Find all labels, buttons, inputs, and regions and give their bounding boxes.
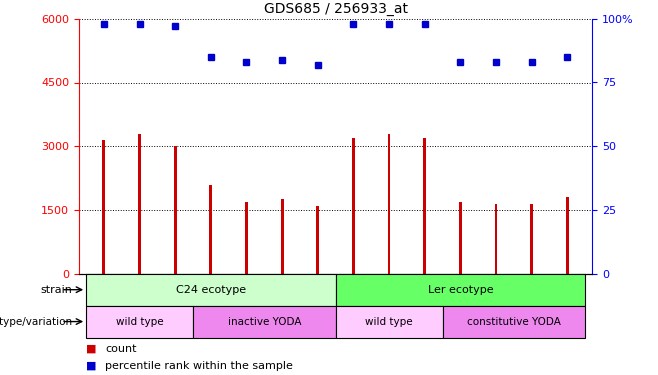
Bar [281, 200, 284, 274]
Text: count: count [105, 344, 137, 354]
Bar [103, 140, 105, 274]
Text: ■: ■ [86, 361, 96, 370]
Bar [388, 134, 390, 274]
Bar [316, 206, 319, 274]
Bar [245, 201, 248, 274]
Bar [86, 274, 336, 306]
Text: wild type: wild type [365, 316, 413, 327]
Text: strain: strain [41, 285, 72, 295]
Text: C24 ecotype: C24 ecotype [176, 285, 246, 295]
Bar [193, 306, 336, 338]
Bar [86, 306, 193, 338]
Bar [423, 138, 426, 274]
Text: wild type: wild type [116, 316, 163, 327]
Text: ■: ■ [86, 344, 96, 354]
Text: percentile rank within the sample: percentile rank within the sample [105, 361, 293, 370]
Bar [138, 134, 141, 274]
Text: constitutive YODA: constitutive YODA [467, 316, 561, 327]
Bar [352, 138, 355, 274]
Bar [336, 274, 585, 306]
Bar [174, 146, 176, 274]
Bar [336, 306, 442, 338]
Bar [566, 197, 569, 274]
Text: Ler ecotype: Ler ecotype [428, 285, 493, 295]
Bar [209, 184, 213, 274]
Text: inactive YODA: inactive YODA [228, 316, 301, 327]
Bar [495, 204, 497, 274]
Bar [530, 204, 533, 274]
Title: GDS685 / 256933_at: GDS685 / 256933_at [264, 2, 407, 16]
Text: genotype/variation: genotype/variation [0, 316, 72, 327]
Bar [459, 201, 462, 274]
Bar [442, 306, 585, 338]
